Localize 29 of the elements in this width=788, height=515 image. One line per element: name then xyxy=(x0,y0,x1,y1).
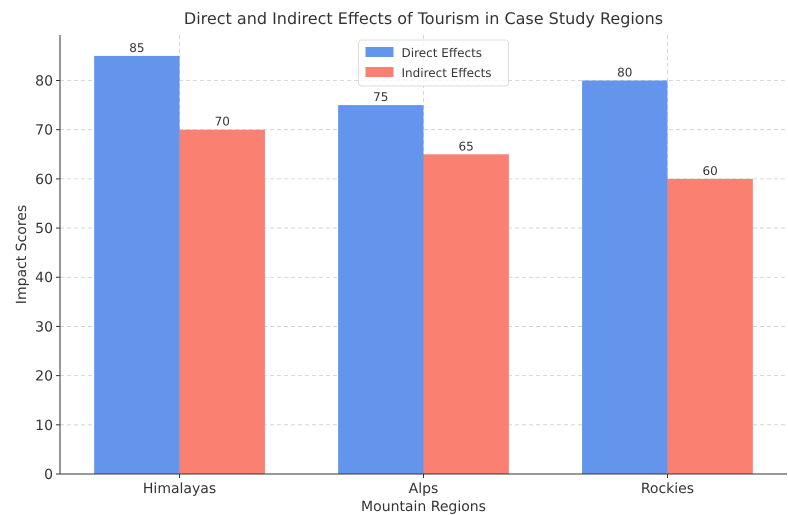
data-label: 65 xyxy=(458,139,474,154)
y-tick-label: 30 xyxy=(35,319,53,336)
y-tick-label: 0 xyxy=(44,467,53,483)
x-tick-label: Rockies xyxy=(640,481,694,497)
bar xyxy=(338,105,424,474)
bar xyxy=(94,56,180,474)
y-tick-label: 20 xyxy=(35,368,53,385)
bar xyxy=(180,130,265,474)
y-tick-label: 70 xyxy=(35,122,53,139)
x-tick-label: Himalayas xyxy=(142,481,216,497)
data-label: 75 xyxy=(373,90,388,104)
y-tick-label: 50 xyxy=(35,221,53,238)
data-label: 60 xyxy=(702,164,718,178)
y-tick-label: 80 xyxy=(35,74,53,90)
bar xyxy=(667,178,753,474)
data-label: 80 xyxy=(617,66,632,80)
y-tick-label: 10 xyxy=(35,418,53,434)
bar xyxy=(424,154,509,474)
legend-label: Indirect Effects xyxy=(402,66,492,80)
data-label: 85 xyxy=(129,40,144,55)
bar xyxy=(582,80,668,474)
chart-title: Direct and Indirect Effects of Tourism in Case Study Regions xyxy=(184,9,664,28)
y-axis-title: Impact Scores xyxy=(14,204,30,304)
legend-label: Direct Effects xyxy=(402,46,482,60)
data-label: 70 xyxy=(214,114,230,129)
x-tick-label: Alps xyxy=(408,481,438,497)
x-axis-title: Mountain Regions xyxy=(361,499,486,515)
y-tick-label: 40 xyxy=(35,270,53,286)
y-tick-label: 60 xyxy=(35,172,53,188)
